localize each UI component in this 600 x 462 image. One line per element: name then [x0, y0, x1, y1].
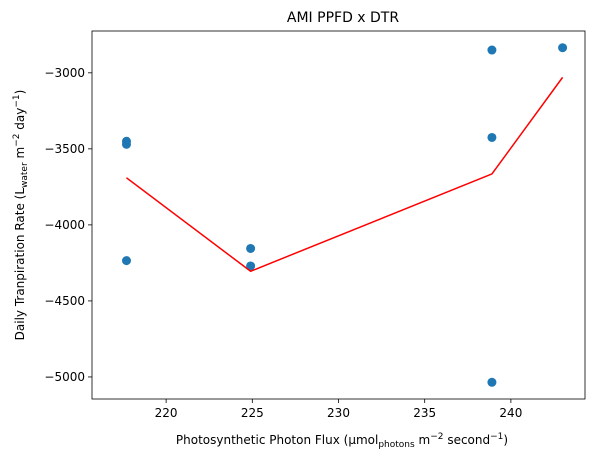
x-tick-label-230: 230	[327, 406, 350, 420]
x-axis-label: Photosynthetic Photon Flux (μmolphotons …	[176, 432, 508, 450]
y-tick-label--4500: −4500	[44, 294, 85, 308]
y-tick-label--3000: −3000	[44, 66, 85, 80]
data-point-8	[487, 377, 497, 387]
plot-area	[92, 31, 585, 399]
y-axis-label: Daily Tranpiration Rate (Lwater m−2 day−…	[12, 90, 30, 341]
axes: 220 225 230 235 240 −5000 −4500 −4000 −3500 −3000	[44, 30, 586, 420]
plot-background	[92, 31, 585, 399]
data-point-4	[246, 243, 256, 253]
x-tick-label-235: 235	[413, 406, 436, 420]
chart-title: AMI PPFD x DTR	[287, 10, 399, 26]
data-point-9	[558, 43, 568, 53]
fit-line	[126, 76, 564, 273]
x-tick-label-220: 220	[155, 406, 178, 420]
data-point-3	[121, 256, 131, 266]
data-point-2	[121, 139, 131, 149]
data-point-6	[487, 45, 497, 55]
x-tick-label-240: 240	[499, 406, 522, 420]
y-tick-label--3500: −3500	[44, 142, 85, 156]
x-tick-label-225: 225	[241, 406, 264, 420]
y-tick-label--5000: −5000	[44, 370, 85, 384]
data-point-5	[246, 261, 256, 271]
data-point-7	[487, 132, 497, 142]
y-tick-label--4000: −4000	[44, 218, 85, 232]
